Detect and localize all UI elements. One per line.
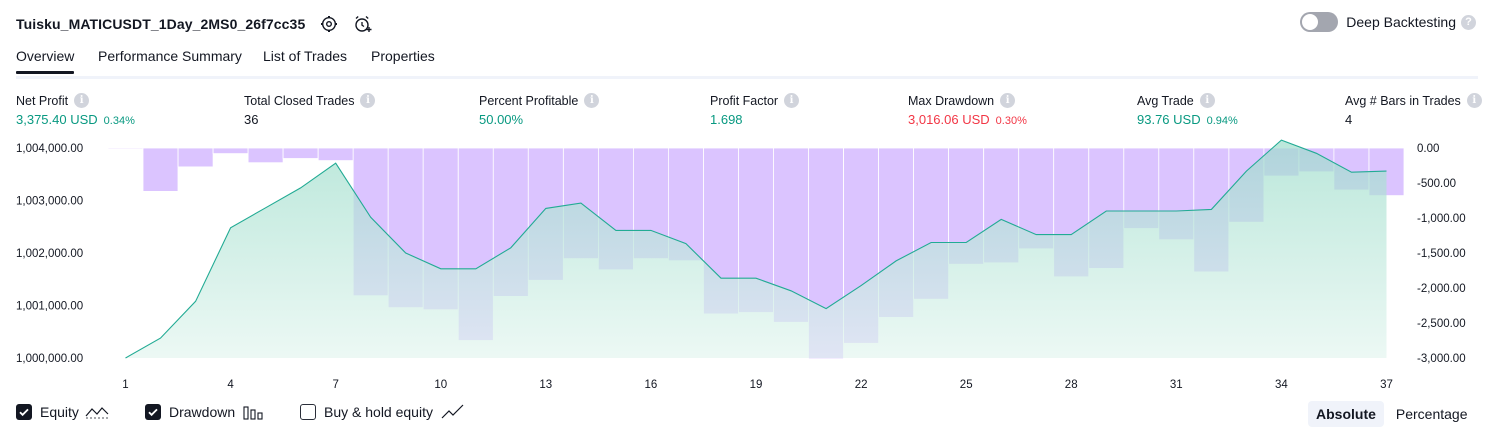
metric-net-profit: Net Profit i 3,375.40 USD 0.34% — [16, 93, 135, 127]
buy-hold-checkbox[interactable] — [300, 404, 316, 420]
drawdown-bar — [212, 147, 249, 154]
y-right-tick-label: 0.00 — [1417, 143, 1439, 155]
info-icon[interactable]: i — [360, 93, 376, 108]
y-left-tick-label: 1,004,000.00 — [16, 143, 83, 155]
metric-value: 3,016.06 USD — [908, 112, 990, 127]
metric-value: 93.76 USD — [1137, 112, 1201, 127]
metric-percent: 0.34% — [103, 115, 135, 127]
info-icon[interactable]: i — [74, 93, 90, 108]
drawdown-bar — [282, 147, 319, 159]
metric-total-closed-trades: Total Closed Trades i 36 — [244, 93, 376, 127]
x-tick-label: 25 — [960, 379, 973, 391]
metric-label: Total Closed Trades — [244, 93, 355, 108]
metric-percent: 0.30% — [995, 115, 1027, 127]
drawdown-bars-icon — [243, 404, 265, 420]
y-right-tick-label: -3,000.00 — [1417, 353, 1466, 365]
metric-label: Percent Profitable — [479, 93, 579, 108]
equity-area — [125, 140, 1387, 358]
deep-backtesting-control: Deep Backtesting ? — [1300, 12, 1476, 32]
metric-percent-profitable: Percent Profitable i 50.00% — [479, 93, 600, 127]
metric-avg-bars-in-trades: Avg # Bars in Trades i 4 — [1345, 93, 1482, 127]
metric-max-drawdown: Max Drawdown i 3,016.06 USD 0.30% — [908, 93, 1027, 127]
toggle-knob — [1302, 14, 1319, 30]
metric-avg-trade: Avg Trade i 93.76 USD 0.94% — [1137, 93, 1238, 127]
drawdown-bar — [317, 147, 354, 162]
metric-value: 50.00% — [479, 112, 524, 127]
info-icon[interactable]: i — [784, 93, 800, 108]
drawdown-bar — [142, 147, 179, 192]
x-tick-label: 19 — [750, 379, 763, 391]
metric-label: Avg Trade — [1137, 93, 1194, 108]
y-right-tick-label: -1,000.00 — [1417, 213, 1466, 225]
x-tick-label: 16 — [645, 379, 658, 391]
x-tick-label: 10 — [434, 379, 447, 391]
tab-performance-summary[interactable]: Performance Summary — [98, 48, 242, 64]
y-left-tick-label: 1,002,000.00 — [16, 248, 83, 260]
equity-checkbox[interactable] — [16, 404, 32, 420]
info-icon[interactable]: i — [1199, 93, 1215, 108]
legend-drawdown[interactable]: Drawdown — [145, 404, 265, 420]
tab-properties[interactable]: Properties — [371, 48, 435, 64]
x-tick-label: 34 — [1275, 379, 1288, 391]
x-tick-label: 4 — [227, 379, 234, 391]
legend-equity[interactable]: Equity — [16, 404, 109, 420]
deep-backtesting-toggle[interactable] — [1300, 12, 1339, 32]
y-left-tick-label: 1,000,000.00 — [16, 353, 83, 365]
equity-line — [125, 139, 1387, 359]
drawdown-bar — [107, 147, 144, 150]
tab-overview[interactable]: Overview — [16, 48, 75, 74]
y-left-tick-label: 1,001,000.00 — [16, 301, 83, 313]
deep-backtesting-label: Deep Backtesting — [1346, 14, 1456, 30]
gear-icon[interactable] — [319, 14, 339, 34]
x-tick-label: 1 — [122, 379, 128, 391]
legend-label: Drawdown — [169, 404, 236, 420]
help-icon[interactable]: ? — [1461, 14, 1476, 30]
legend-label: Equity — [40, 404, 79, 420]
metric-label: Net Profit — [16, 93, 69, 108]
x-tick-label: 22 — [855, 379, 868, 391]
equity-drawdown-chart[interactable]: 1,004,000.00 1,003,000.00 1,002,000.00 1,00… — [0, 0, 1494, 400]
y-right-tick-label: -2,000.00 — [1417, 283, 1466, 295]
y-right-tick-label: -500.00 — [1417, 178, 1456, 190]
drawdown-bar — [177, 147, 214, 168]
metric-label: Profit Factor — [710, 93, 779, 108]
metric-label: Max Drawdown — [908, 93, 995, 108]
metric-value: 4 — [1345, 112, 1353, 127]
drawdown-checkbox[interactable] — [145, 404, 161, 420]
tab-list-of-trades[interactable]: List of Trades — [263, 48, 348, 64]
x-tick-label: 28 — [1065, 379, 1078, 391]
legend-label: Buy & hold equity — [324, 404, 433, 420]
y-right-tick-label: -1,500.00 — [1417, 248, 1466, 260]
x-tick-label: 13 — [539, 379, 552, 391]
x-tick-label: 31 — [1170, 379, 1183, 391]
metric-value: 1.698 — [710, 112, 743, 127]
x-tick-label: 37 — [1380, 379, 1393, 391]
metric-profit-factor: Profit Factor i 1.698 — [710, 93, 800, 127]
legend-buy-hold[interactable]: Buy & hold equity — [300, 404, 465, 420]
strategy-title: Tuisku_MATICUSDT_1Day_2MS0_26f7cc35 — [16, 16, 306, 32]
alarm-clock-plus-icon[interactable] — [353, 14, 373, 34]
y-right-tick-label: -2,500.00 — [1417, 318, 1466, 330]
drawdown-bar — [247, 147, 284, 164]
metric-label: Avg # Bars in Trades — [1345, 93, 1461, 108]
absolute-button[interactable]: Absolute — [1308, 401, 1384, 427]
info-icon[interactable]: i — [584, 93, 600, 108]
info-icon[interactable]: i — [1000, 93, 1016, 108]
scale-toggle: Absolute Percentage — [1304, 400, 1476, 428]
percentage-button[interactable]: Percentage — [1395, 406, 1468, 422]
info-icon[interactable]: i — [1466, 93, 1482, 108]
metric-percent: 0.94% — [1206, 115, 1238, 127]
y-left-tick-label: 1,003,000.00 — [16, 196, 83, 208]
x-tick-label: 7 — [332, 379, 338, 391]
metric-value: 3,375.40 USD — [16, 112, 98, 127]
buy-hold-line-icon — [441, 404, 465, 420]
equity-line-icon — [85, 404, 109, 420]
strategy-header: Tuisku_MATICUSDT_1Day_2MS0_26f7cc35 — [16, 10, 373, 38]
tab-bar: Overview Performance Summary List of Tra… — [16, 44, 1478, 79]
metric-value: 36 — [244, 112, 259, 127]
